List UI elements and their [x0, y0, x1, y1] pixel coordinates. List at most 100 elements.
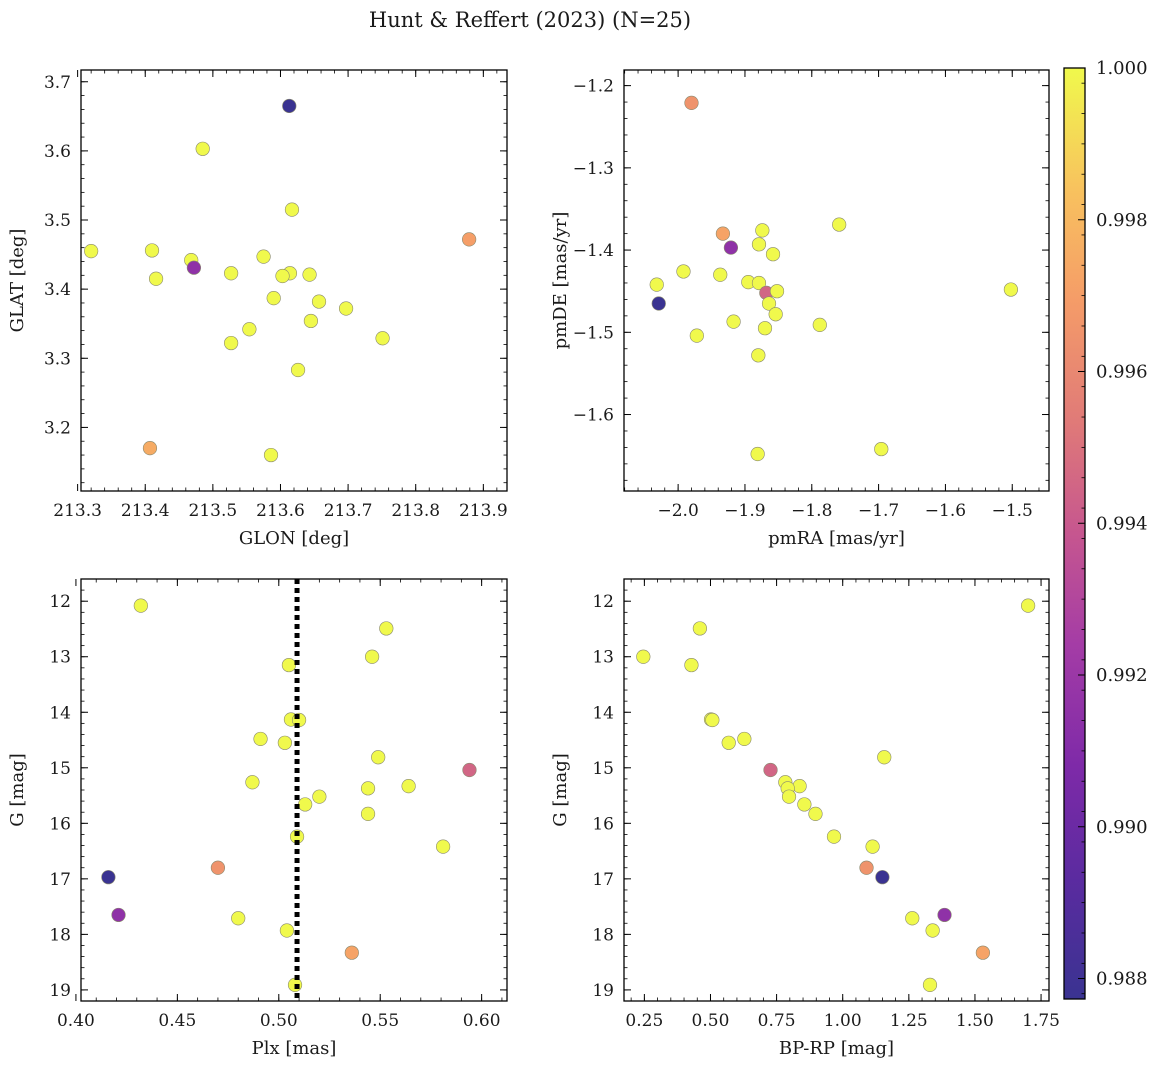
data-point [792, 779, 807, 794]
data-point [768, 307, 783, 322]
data-point [761, 296, 777, 311]
data-point [1021, 598, 1036, 613]
colorbar-tick-label: 1.000 [1096, 58, 1148, 79]
data-point [937, 907, 952, 923]
data-point [751, 275, 767, 291]
y-tick-label: 19 [49, 981, 71, 1001]
x-tick-label: −1.5 [992, 501, 1033, 521]
y-tick-label: 3.4 [44, 280, 71, 300]
x-axis-label: pmRA [mas/yr] [768, 528, 905, 549]
y-tick-label: 13 [592, 648, 614, 668]
data-point [101, 870, 116, 885]
x-axis-label: GLON [deg] [239, 528, 349, 549]
data-point [874, 441, 889, 457]
y-tick-label: 3.3 [44, 349, 71, 369]
y-tick-label: 17 [592, 870, 614, 890]
data-point [689, 328, 704, 343]
data-point [279, 923, 295, 938]
scatter-panel-3: 0.40 0.45 0.50 0.55 0.60 12 13 14 15 16 17 18 19 Plx … [7, 578, 508, 1059]
scatter-panel-4: 0.25 0.50 0.75 1.00 1.25 1.50 1.75 12 13 14 15 16 17… [550, 578, 1060, 1059]
y-tick-label: −1.2 [573, 77, 614, 97]
scatter-panel-1: 213.3 213.4 213.5 213.6 213.7 213.8 213.9 3.2 3.… [7, 69, 508, 549]
data-point [263, 447, 279, 463]
y-axis-label: G [mag] [7, 753, 28, 826]
data-point [684, 657, 699, 673]
data-point [371, 750, 386, 765]
y-tick-label: 19 [592, 981, 614, 1001]
data-point [186, 260, 202, 275]
data-point [1003, 282, 1019, 297]
x-axis-label: Plx [mas] [252, 1038, 337, 1059]
y-tick-label: 3.7 [44, 73, 71, 93]
x-tick-label: 1.50 [956, 1011, 994, 1031]
data-point [797, 797, 812, 812]
data-point [651, 296, 666, 311]
data-point [224, 335, 239, 351]
data-point [757, 321, 773, 336]
x-tick-label: 213.9 [459, 501, 508, 521]
colorbar: 0.988 0.990 0.992 0.994 0.996 0.998 1.000 [1063, 58, 1148, 1000]
data-point [375, 331, 390, 346]
data-point [144, 243, 160, 258]
data-point [755, 223, 770, 238]
data-point [751, 348, 766, 363]
data-point [692, 621, 708, 636]
data-point [245, 775, 260, 790]
data-point [875, 870, 890, 885]
data-point [826, 829, 842, 844]
data-point [462, 232, 477, 247]
data-point [462, 762, 477, 778]
y-tick-label: −1.5 [573, 323, 614, 343]
colorbar-tick-label: 0.988 [1096, 969, 1148, 990]
data-point [379, 621, 394, 636]
x-tick-label: 0.75 [758, 1011, 796, 1031]
data-point [284, 202, 300, 217]
data-point [721, 735, 736, 750]
x-tick-label: 1.00 [824, 1011, 862, 1031]
x-tick-label: −1.9 [724, 501, 765, 521]
y-tick-label: −1.4 [573, 241, 614, 261]
data-point [210, 860, 226, 875]
data-point [808, 806, 823, 821]
x-tick-label: 213.3 [53, 501, 102, 521]
data-point [298, 797, 313, 812]
x-tick-label: 213.4 [121, 501, 170, 521]
x-tick-label: 0.50 [260, 1011, 298, 1031]
data-point [723, 240, 739, 255]
scatter-panel-2: −2.0 −1.9 −1.8 −1.7 −1.6 −1.5 −1.6 −1.5 −1.4 −1.3… [550, 69, 1050, 549]
data-point [360, 781, 376, 796]
x-tick-label: 0.55 [361, 1011, 399, 1031]
x-axis-label: BP-RP [mag] [779, 1038, 894, 1059]
data-point [726, 314, 741, 329]
y-tick-label: 17 [49, 870, 71, 890]
figure-title: Hunt & Reffert (2023) (N=25) [369, 8, 691, 32]
x-tick-label: 0.25 [625, 1011, 663, 1031]
data-point [859, 860, 874, 875]
data-point [338, 301, 354, 316]
x-tick-label: −2.0 [657, 501, 698, 521]
data-point [865, 839, 880, 854]
data-point [231, 911, 246, 926]
data-point [253, 731, 268, 747]
x-tick-label: 0.45 [158, 1011, 196, 1031]
y-axis-label: G [mag] [550, 753, 571, 826]
plot-frame [80, 578, 508, 1002]
plot-frame [623, 69, 1050, 492]
y-axis-label: pmDE [mas/yr] [550, 212, 571, 350]
data-point [922, 977, 938, 992]
data-point [277, 735, 292, 750]
colorbar-frame [1063, 67, 1086, 1000]
y-tick-label: 3.5 [44, 211, 71, 231]
data-point [401, 779, 416, 794]
y-tick-label: 16 [49, 814, 71, 834]
data-point [266, 291, 281, 306]
colorbar-tick-label: 0.990 [1096, 817, 1148, 838]
y-tick-label: 12 [592, 592, 614, 612]
data-point [769, 284, 785, 299]
y-tick-label: 12 [49, 592, 71, 612]
data-point [311, 294, 327, 309]
x-tick-label: 0.50 [692, 1011, 730, 1031]
data-point [649, 277, 664, 292]
data-point [84, 244, 99, 259]
